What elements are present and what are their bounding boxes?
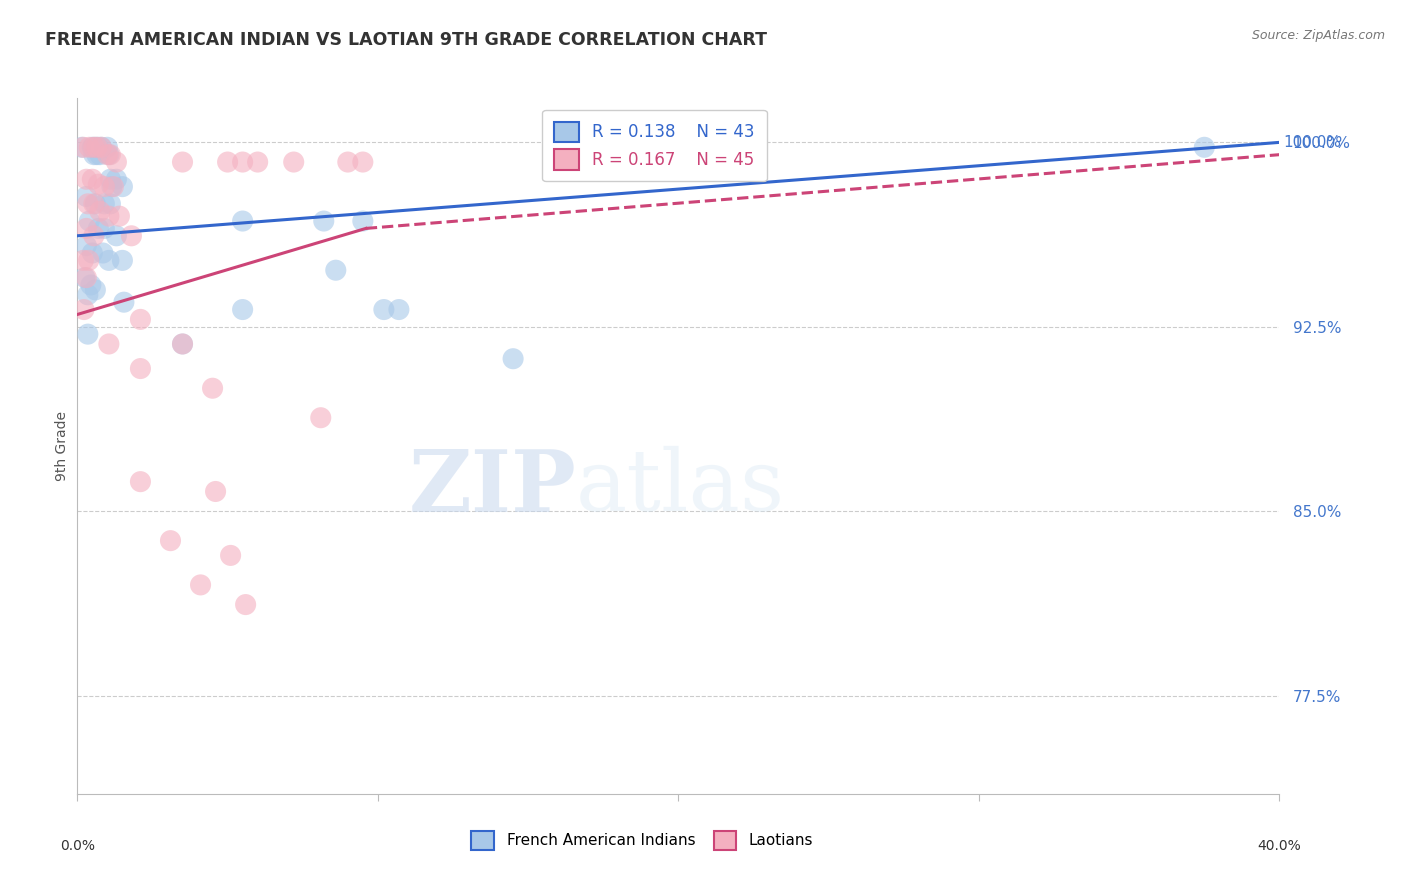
Point <box>97 147 120 161</box>
Point <box>82 172 104 186</box>
Point <box>86 140 108 154</box>
Point <box>111 179 134 194</box>
Point <box>96 140 118 154</box>
Point <box>84 197 107 211</box>
Point <box>283 155 305 169</box>
Point <box>89 204 111 219</box>
Text: 0.0%: 0.0% <box>60 839 94 853</box>
Point <box>97 253 120 268</box>
Point <box>84 283 107 297</box>
Point <box>172 337 194 351</box>
Text: 100.0%: 100.0% <box>1284 135 1341 150</box>
Point <box>87 221 110 235</box>
Point <box>75 221 97 235</box>
Point <box>502 351 524 366</box>
Point <box>75 238 97 252</box>
Point <box>105 228 128 243</box>
Point <box>76 197 98 211</box>
Point <box>84 140 107 154</box>
Point <box>100 197 122 211</box>
Point <box>246 155 269 169</box>
Point <box>76 327 98 342</box>
Point <box>325 263 347 277</box>
Point <box>309 410 332 425</box>
Point <box>97 337 120 351</box>
Point <box>75 172 97 186</box>
Point <box>80 277 103 292</box>
Y-axis label: 9th Grade: 9th Grade <box>55 411 69 481</box>
Point <box>129 312 152 326</box>
Point <box>120 228 142 243</box>
Point <box>100 147 122 161</box>
Point <box>105 172 128 186</box>
Legend: French American Indians, Laotians: French American Indians, Laotians <box>465 825 820 855</box>
Point <box>201 381 224 395</box>
Point <box>73 270 96 285</box>
Point <box>172 155 194 169</box>
Point <box>83 147 105 161</box>
Point <box>93 179 115 194</box>
Point <box>129 361 152 376</box>
Point <box>101 179 124 194</box>
Point <box>83 197 105 211</box>
Text: 40.0%: 40.0% <box>1257 839 1302 853</box>
Point <box>96 147 118 161</box>
Point <box>82 246 104 260</box>
Point <box>91 246 114 260</box>
Point <box>336 155 359 169</box>
Point <box>312 214 335 228</box>
Point <box>373 302 395 317</box>
Point <box>77 253 100 268</box>
Point <box>83 140 105 154</box>
Point <box>87 140 110 154</box>
Point <box>75 270 97 285</box>
Point <box>73 302 96 317</box>
Point <box>82 140 104 154</box>
Point <box>100 172 122 186</box>
Point <box>108 209 131 223</box>
Point <box>232 155 254 169</box>
Point <box>93 197 115 211</box>
Point <box>129 475 152 489</box>
Point <box>87 177 110 191</box>
Point <box>75 189 97 203</box>
Point <box>90 140 112 154</box>
Point <box>112 295 135 310</box>
Text: Source: ZipAtlas.com: Source: ZipAtlas.com <box>1251 29 1385 42</box>
Point <box>352 214 374 228</box>
Point <box>217 155 239 169</box>
Point <box>86 147 108 161</box>
Point <box>79 140 101 154</box>
Point <box>103 179 125 194</box>
Point <box>388 302 411 317</box>
Point <box>97 209 120 223</box>
Point <box>90 140 112 154</box>
Point <box>159 533 181 548</box>
Point <box>219 549 242 563</box>
Point <box>76 287 98 301</box>
Text: atlas: atlas <box>576 446 786 529</box>
Point <box>352 155 374 169</box>
Point <box>72 253 94 268</box>
Point <box>232 302 254 317</box>
Point <box>172 337 194 351</box>
Point <box>204 484 226 499</box>
Point <box>232 214 254 228</box>
Text: ZIP: ZIP <box>409 446 576 530</box>
Point <box>93 221 115 235</box>
Point <box>105 155 128 169</box>
Point <box>235 598 257 612</box>
Point <box>70 140 93 154</box>
Point <box>83 228 105 243</box>
Point <box>111 253 134 268</box>
Point <box>72 140 94 154</box>
Point <box>1194 140 1216 154</box>
Point <box>190 578 212 592</box>
Text: FRENCH AMERICAN INDIAN VS LAOTIAN 9TH GRADE CORRELATION CHART: FRENCH AMERICAN INDIAN VS LAOTIAN 9TH GR… <box>45 31 768 49</box>
Point <box>79 214 101 228</box>
Point <box>89 147 111 161</box>
